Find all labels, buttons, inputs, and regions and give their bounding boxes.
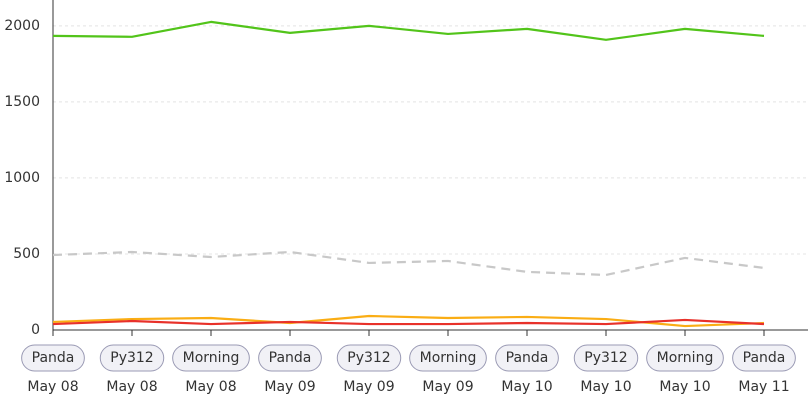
y-tick-label: 1500 <box>4 94 40 110</box>
badge <box>258 344 322 372</box>
badge <box>646 344 724 372</box>
series-line <box>52 318 765 326</box>
series-line <box>52 250 765 277</box>
x-tick-label: May 08 <box>27 379 78 395</box>
badge-label: Morning <box>183 350 240 366</box>
badge <box>732 344 796 372</box>
y-tick-label: 1000 <box>4 170 40 186</box>
badge-label: Panda <box>32 350 75 366</box>
y-tick-label: 2000 <box>4 18 40 34</box>
x-tick-label: May 10 <box>501 379 552 395</box>
y-tick-label: 500 <box>13 246 40 262</box>
badge <box>409 344 487 372</box>
series-line <box>52 20 765 41</box>
badge-label: Panda <box>269 350 312 366</box>
badge-label: Morning <box>657 350 714 366</box>
badge-label: Panda <box>743 350 786 366</box>
badge <box>495 344 559 372</box>
badge-label: Py312 <box>584 350 627 366</box>
badge <box>336 344 402 372</box>
badge <box>99 344 165 372</box>
x-tick-label: May 08 <box>106 379 157 395</box>
x-tick-label: May 10 <box>659 379 710 395</box>
x-tick-label: May 10 <box>580 379 631 395</box>
badge-label: Panda <box>506 350 549 366</box>
badge-label: Py312 <box>110 350 153 366</box>
x-tick-label: May 09 <box>343 379 394 395</box>
y-tick-label: 0 <box>31 322 40 338</box>
x-tick-label: May 09 <box>264 379 315 395</box>
x-tick-label: May 11 <box>738 379 789 395</box>
x-tick-label: May 08 <box>185 379 236 395</box>
badge <box>573 344 639 372</box>
badge-label: Py312 <box>347 350 390 366</box>
x-tick-label: May 09 <box>422 379 473 395</box>
badge <box>172 344 250 372</box>
badge <box>21 344 85 372</box>
badge-label: Morning <box>420 350 477 366</box>
